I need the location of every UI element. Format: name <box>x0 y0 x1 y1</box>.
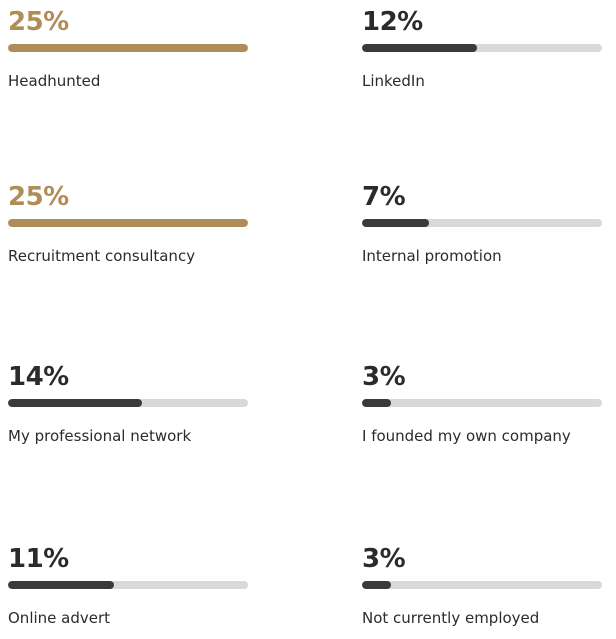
stat-category-label: Not currently employed <box>362 609 540 627</box>
stat-category-label: Internal promotion <box>362 247 502 265</box>
stat-bar-track <box>362 219 602 227</box>
stat-category-label: Online advert <box>8 609 111 627</box>
stat-bar-fill <box>362 44 478 52</box>
stat-category-label: My professional network <box>8 427 192 445</box>
stat-category-label: Headhunted <box>8 72 101 90</box>
stat-percent-label: 14% <box>8 362 69 392</box>
stat-bar-fill <box>8 581 114 589</box>
stat-bar-track <box>8 581 248 589</box>
stat-percent-label: 11% <box>8 544 69 574</box>
stat-bar-track <box>362 399 602 407</box>
stat-percent-label: 12% <box>362 7 423 37</box>
stat-percent-label: 3% <box>362 362 406 392</box>
stat-bar-fill <box>362 219 430 227</box>
stat-category-label: Recruitment consultancy <box>8 247 196 265</box>
stat-bar-fill <box>8 44 248 52</box>
stat-bar-track <box>8 219 248 227</box>
stat-bar-track <box>362 581 602 589</box>
stat-bar-fill <box>362 399 391 407</box>
stat-category-label: I founded my own company <box>362 427 571 445</box>
stat-percent-label: 3% <box>362 544 406 574</box>
stat-bar-fill <box>8 399 143 407</box>
stat-bar-fill <box>362 581 391 589</box>
stat-bar-track <box>8 44 248 52</box>
stat-bar-fill <box>8 219 248 227</box>
stat-bar-track <box>362 44 602 52</box>
stat-percent-label: 7% <box>362 182 406 212</box>
stat-category-label: LinkedIn <box>362 72 425 90</box>
stat-percent-label: 25% <box>8 182 69 212</box>
stat-bar-track <box>8 399 248 407</box>
stat-percent-label: 25% <box>8 7 69 37</box>
